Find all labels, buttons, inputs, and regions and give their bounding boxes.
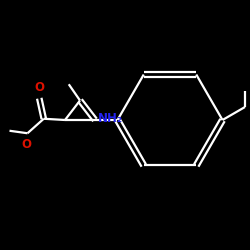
Text: O: O bbox=[21, 138, 31, 151]
Text: NH₂: NH₂ bbox=[98, 112, 123, 125]
Text: O: O bbox=[34, 81, 44, 94]
